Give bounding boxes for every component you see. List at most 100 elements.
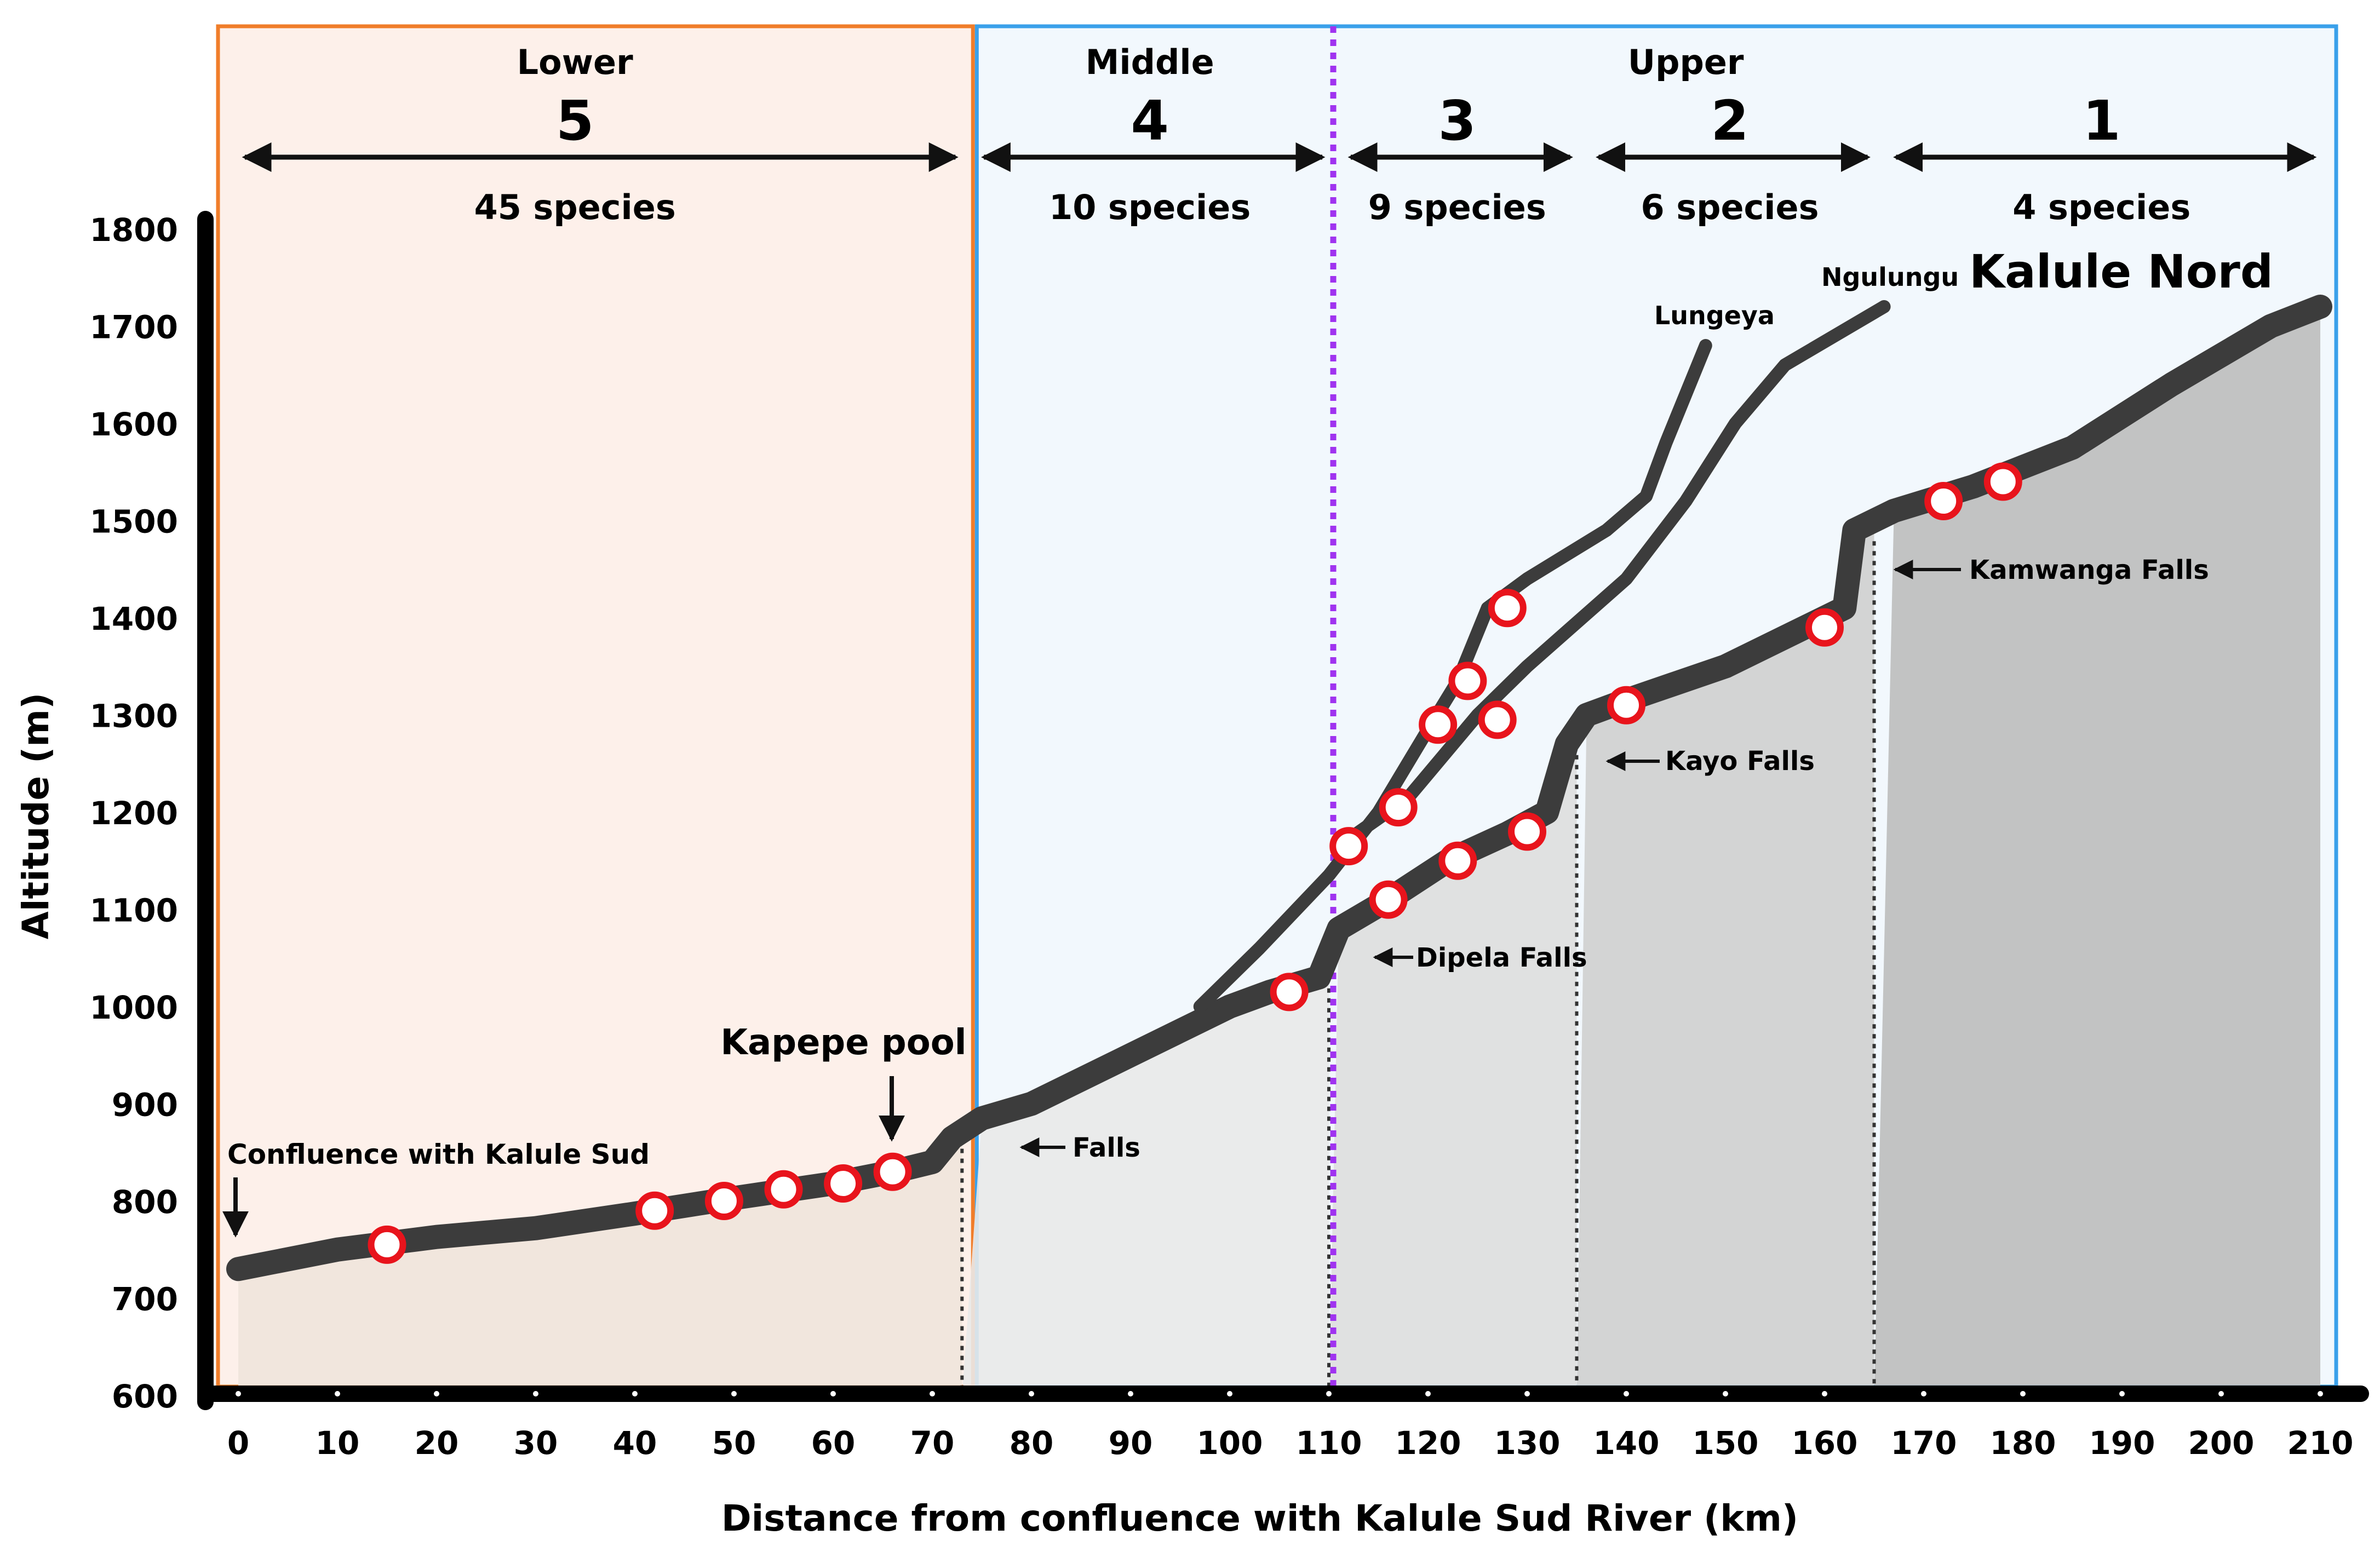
x-tick-label: 180 <box>1989 1424 2056 1462</box>
x-tick-label: 130 <box>1494 1424 1560 1462</box>
x-tick-mark <box>2020 1391 2026 1396</box>
terrain-step-2 <box>962 977 1329 1395</box>
y-tick-label: 1700 <box>90 309 178 346</box>
sampling-site <box>1419 705 1458 744</box>
x-tick-mark <box>1921 1391 1926 1396</box>
y-tick-label: 1500 <box>90 503 178 541</box>
x-tick-mark <box>731 1391 737 1396</box>
sampling-site <box>1329 827 1368 866</box>
river-line-lungeya <box>1193 339 1712 1013</box>
y-tick-label: 1800 <box>90 211 178 249</box>
sampling-site <box>1270 973 1309 1011</box>
sampling-site <box>704 1182 743 1220</box>
x-tick-mark <box>632 1391 638 1396</box>
x-tick-mark <box>1723 1391 1728 1396</box>
x-tick-mark <box>335 1391 340 1396</box>
x-tick-label: 110 <box>1295 1424 1362 1462</box>
y-tick-label: 800 <box>112 1183 178 1221</box>
x-tick-mark <box>1524 1391 1530 1396</box>
zone-number: 1 <box>2083 89 2121 153</box>
sampling-site <box>1983 462 2022 501</box>
annotation-kamwanga-falls: Kamwanga Falls <box>1969 555 2209 585</box>
x-axis-title: Distance from confluence with Kalule Sud… <box>721 1497 1798 1539</box>
sampling-site <box>1508 812 1546 851</box>
label-lungeya: Lungeya <box>1654 301 1775 330</box>
sampling-site <box>1478 700 1517 739</box>
sampling-site <box>1607 686 1645 725</box>
sampling-site <box>1438 841 1477 880</box>
x-tick-mark <box>236 1391 241 1396</box>
x-tick-label: 120 <box>1395 1424 1461 1462</box>
x-tick-label: 210 <box>2287 1424 2353 1462</box>
y-tick-label: 1400 <box>90 600 178 637</box>
x-tick-label: 30 <box>514 1424 558 1462</box>
x-tick-label: 90 <box>1109 1424 1153 1462</box>
x-tick-label: 170 <box>1890 1424 1957 1462</box>
x-tick-label: 160 <box>1791 1424 1857 1462</box>
y-tick-label: 700 <box>112 1281 178 1318</box>
y-tick-label: 1300 <box>90 698 178 735</box>
x-tick-mark <box>2119 1391 2125 1396</box>
y-tick-label: 1200 <box>90 795 178 832</box>
lower-zone-box <box>216 24 975 1389</box>
sampling-site <box>635 1191 674 1230</box>
zone-number: 3 <box>1438 89 1476 153</box>
zone-species-count: 45 species <box>474 187 676 227</box>
x-tick-label: 20 <box>415 1424 459 1462</box>
x-tick-label: 200 <box>2188 1424 2254 1462</box>
x-tick-label: 10 <box>316 1424 360 1462</box>
zone-species-count: 10 species <box>1049 187 1251 227</box>
x-tick-label: 140 <box>1593 1424 1659 1462</box>
x-tick-mark <box>1128 1391 1133 1396</box>
sampling-site <box>1488 589 1527 628</box>
x-tick-mark <box>1029 1391 1034 1396</box>
x-tick-mark <box>1822 1391 1827 1396</box>
zone-number: 2 <box>1711 89 1749 153</box>
zone-boundary-lines <box>960 26 1876 1387</box>
sampling-site <box>1924 482 1963 520</box>
zone-number: 5 <box>556 89 594 153</box>
zone-number: 4 <box>1131 89 1169 153</box>
annotation-confluence: Confluence with Kalule Sud <box>227 1139 650 1170</box>
x-tick-mark <box>930 1391 935 1396</box>
axes: 6007008009001000110012001300140015001600… <box>90 211 2369 1462</box>
y-axis-title: Altitude (m) <box>15 693 57 940</box>
y-tick-label: 900 <box>112 1087 178 1124</box>
x-tick-mark <box>533 1391 538 1396</box>
annotations: Confluence with Kalule Sud Kapepe pool Fal… <box>222 245 2273 1238</box>
terrain-step-5 <box>1874 307 2320 1395</box>
y-tick-label: 1000 <box>90 989 178 1026</box>
label-ngulungu: Ngulungu <box>1821 262 1959 292</box>
terrain-fills <box>238 307 2320 1395</box>
sampling-site <box>1369 880 1408 919</box>
zone-species-count: 6 species <box>1641 187 1819 227</box>
x-tick-mark <box>1425 1391 1431 1396</box>
x-tick-label: 190 <box>2089 1424 2155 1462</box>
x-tick-label: 70 <box>910 1424 955 1462</box>
x-tick-label: 50 <box>712 1424 756 1462</box>
sampling-site <box>873 1152 912 1191</box>
x-tick-label: 80 <box>1010 1424 1054 1462</box>
x-tick-label: 0 <box>227 1424 249 1462</box>
y-tick-label: 1600 <box>90 406 178 443</box>
zone-name-lower: Lower <box>517 42 633 82</box>
annotation-kayo-falls: Kayo Falls <box>1665 746 1815 777</box>
x-tick-mark <box>830 1391 836 1396</box>
sampling-site <box>1379 788 1418 827</box>
x-tick-mark <box>1624 1391 1629 1396</box>
zone-species-count: 9 species <box>1368 187 1546 227</box>
x-tick-mark <box>1227 1391 1232 1396</box>
x-tick-mark <box>2218 1391 2224 1396</box>
label-kalule-nord: Kalule Nord <box>1969 245 2273 298</box>
x-tick-mark <box>2318 1391 2323 1396</box>
y-tick-label: 600 <box>112 1378 178 1415</box>
x-tick-mark <box>434 1391 439 1396</box>
zone-name-upper: Upper <box>1628 42 1744 82</box>
river-line-ngulungu <box>1332 300 1891 853</box>
zone-headers: Lower 5 45 species Middle 4 10 species 3 9 spec… <box>242 42 2317 227</box>
sampling-site <box>824 1164 863 1203</box>
x-tick-label: 150 <box>1692 1424 1758 1462</box>
annotation-kapepe-pool: Kapepe pool <box>720 1022 966 1063</box>
sampling-site <box>1805 608 1844 647</box>
